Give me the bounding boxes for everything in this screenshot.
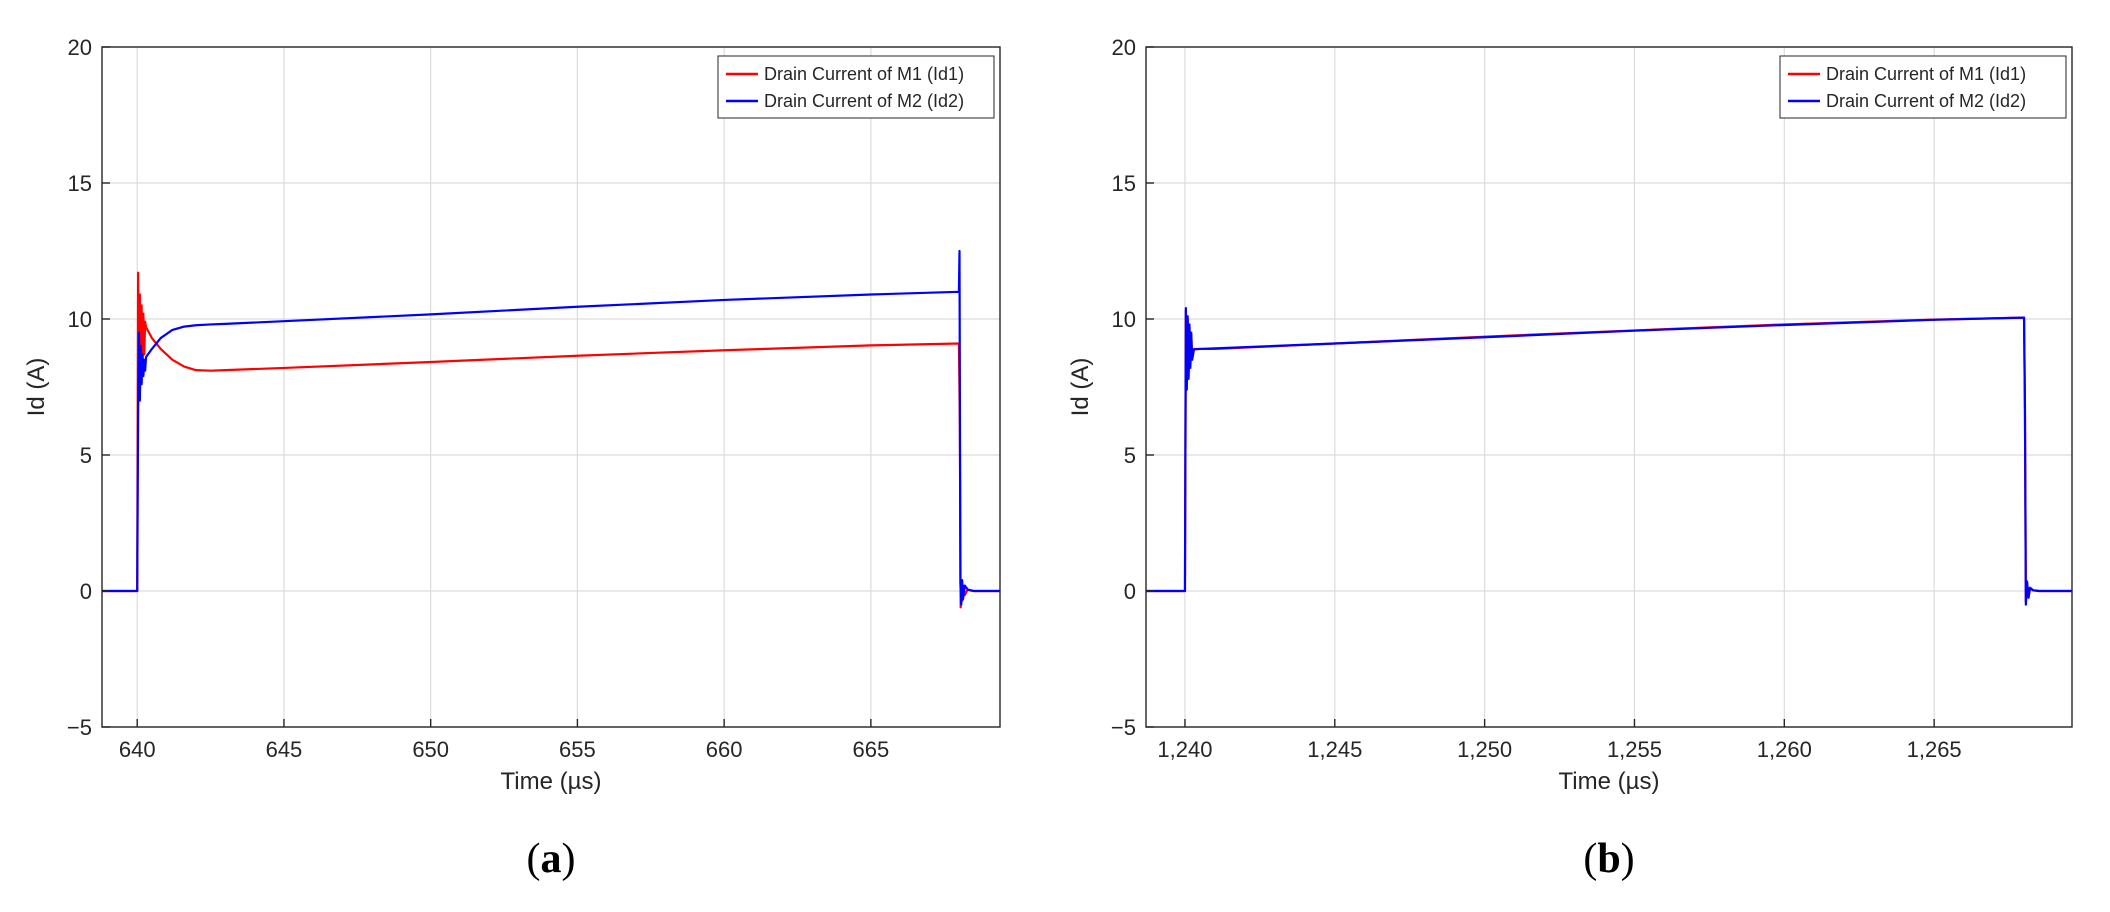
legend-box — [1779, 55, 2067, 119]
chart-panel-b: 1,240 1,245 1,250 1,255 1,260 1,265 −5 0 5 10 15 20… — [1067, 35, 2073, 882]
legend-box — [717, 55, 995, 119]
series-line-id2 — [1146, 307, 2072, 606]
x-tick-label: 645 — [266, 737, 303, 762]
y-tick-label: 15 — [68, 171, 92, 196]
legend-entry-id1: Drain Current of M1 (Id1) — [1826, 64, 2026, 84]
y-tick-label: 10 — [1112, 307, 1136, 332]
chart-panel-a: 640 645 650 655 660 665 −5 0 5 10 15 20 Time (µs) Id … — [23, 35, 1001, 882]
plot-area — [102, 47, 1000, 727]
panel-label: (a) — [527, 836, 576, 882]
plot-area — [1146, 47, 2072, 727]
y-tick-label: 15 — [1112, 171, 1136, 196]
x-tick-label: 665 — [853, 737, 890, 762]
x-tick-label: 1,265 — [1907, 737, 1962, 762]
y-tick-label: 5 — [1124, 443, 1136, 468]
y-tick-label: 20 — [1112, 35, 1136, 60]
y-tick-label: 10 — [68, 307, 92, 332]
y-tick-label: −5 — [67, 715, 92, 740]
x-axis-label: Time (µs) — [501, 768, 602, 795]
x-axis-label: Time (µs) — [1559, 768, 1660, 795]
legend-entry-id1: Drain Current of M1 (Id1) — [764, 64, 964, 84]
x-tick-label: 1,255 — [1607, 737, 1662, 762]
x-tick-label: 660 — [706, 737, 743, 762]
y-tick-label: −5 — [1111, 715, 1136, 740]
y-tick-label: 0 — [80, 579, 92, 604]
y-tick-label: 5 — [80, 443, 92, 468]
x-tick-label: 640 — [119, 737, 156, 762]
y-tick-label: 0 — [1124, 579, 1136, 604]
series-line-id2 — [102, 249, 1000, 606]
x-tick-label: 655 — [559, 737, 596, 762]
axes-box — [101, 46, 1001, 728]
y-axis-label: Id (A) — [23, 358, 50, 417]
x-tick-label: 650 — [412, 737, 449, 762]
legend-entry-id2: Drain Current of M2 (Id2) — [1826, 91, 2026, 111]
y-tick-label: 20 — [68, 35, 92, 60]
x-tick-label: 1,250 — [1457, 737, 1512, 762]
legend-entry-id2: Drain Current of M2 (Id2) — [764, 91, 964, 111]
axes-box — [1145, 46, 2073, 728]
x-tick-label: 1,240 — [1157, 737, 1212, 762]
x-tick-label: 1,260 — [1757, 737, 1812, 762]
x-tick-label: 1,245 — [1307, 737, 1362, 762]
panel-label: (b) — [1583, 836, 1634, 882]
y-axis-label: Id (A) — [1067, 358, 1094, 417]
